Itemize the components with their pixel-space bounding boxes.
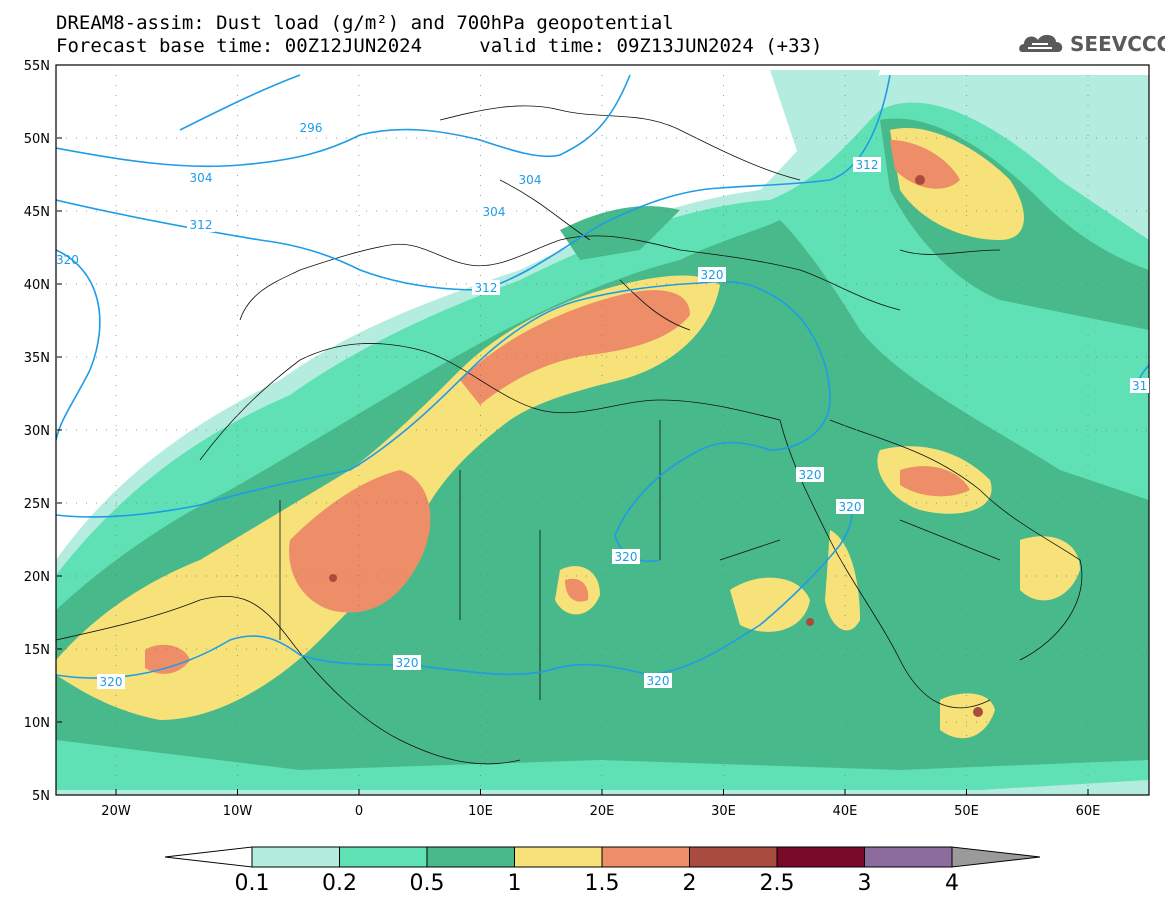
colorbar-swatch bbox=[426, 846, 515, 868]
latitude-label: 15N bbox=[24, 643, 50, 658]
contour-label: 320 bbox=[799, 468, 822, 482]
colorbar-min-arrow bbox=[164, 846, 253, 868]
latitude-label: 10N bbox=[24, 716, 50, 731]
contour-label: 304 bbox=[483, 205, 506, 219]
latitude-label: 50N bbox=[24, 132, 50, 147]
map-subtitle: Forecast base time: 00Z12JUN2024 valid t… bbox=[56, 35, 822, 57]
colorbar-swatch bbox=[776, 846, 865, 868]
contour-label: 320 bbox=[839, 500, 862, 514]
contour-label: 320 bbox=[615, 550, 638, 564]
contour-label: 320 bbox=[56, 253, 79, 267]
colorbar-swatch bbox=[339, 846, 428, 868]
colorbar-max-arrow bbox=[951, 846, 1041, 868]
map-title: DREAM8-assim: Dust load (g/m²) and 700hP… bbox=[56, 12, 674, 34]
latitude-labels: 55N 50N 45N 40N 35N 30N 25N 20N 15N 10N 5N bbox=[24, 59, 50, 804]
longitude-label: 60E bbox=[1076, 804, 1101, 819]
colorbar-swatch bbox=[514, 846, 603, 868]
colorbar-label: 1 bbox=[507, 871, 522, 896]
colorbar-swatch bbox=[864, 846, 953, 868]
latitude-label: 5N bbox=[32, 789, 50, 804]
contour-label: 312 bbox=[475, 281, 498, 295]
contour-label: 320 bbox=[396, 656, 419, 670]
colorbar-label: 3 bbox=[857, 871, 872, 896]
map-grid bbox=[56, 64, 1149, 796]
latitude-label: 40N bbox=[24, 278, 50, 293]
longitude-label: 50E bbox=[954, 804, 979, 819]
longitude-label: 20E bbox=[590, 804, 615, 819]
latitude-label: 45N bbox=[24, 205, 50, 220]
valid-time: valid time: 09Z13JUN2024 (+33) bbox=[479, 35, 823, 57]
colorbar-label: 0.5 bbox=[409, 871, 445, 896]
latitude-label: 55N bbox=[24, 59, 50, 74]
colorbar-label: 2 bbox=[682, 871, 697, 896]
longitude-label: 0 bbox=[355, 804, 363, 819]
longitude-label: 20W bbox=[101, 804, 131, 819]
longitude-label: 40E bbox=[833, 804, 858, 819]
longitude-label: 30E bbox=[711, 804, 736, 819]
longitude-label: 10E bbox=[468, 804, 493, 819]
colorbar-label: 1.5 bbox=[584, 871, 620, 896]
contour-label: 304 bbox=[519, 173, 542, 187]
longitude-label: 10W bbox=[223, 804, 253, 819]
latitude-label: 25N bbox=[24, 497, 50, 512]
latitude-label: 20N bbox=[24, 570, 50, 585]
contour-label: 312 bbox=[856, 158, 879, 172]
logo-text: SEEVCCC bbox=[1070, 32, 1165, 56]
latitude-label: 35N bbox=[24, 351, 50, 366]
colorbar-swatch bbox=[251, 846, 340, 868]
base-time: Forecast base time: 00Z12JUN2024 bbox=[56, 35, 423, 57]
colorbar-label: 0.2 bbox=[322, 871, 357, 896]
colorbar bbox=[164, 846, 1041, 868]
colorbar-swatch bbox=[601, 846, 690, 868]
contour-label: 312 bbox=[190, 218, 213, 232]
contour-label: 320 bbox=[647, 674, 670, 688]
latitude-label: 30N bbox=[24, 424, 50, 439]
colorbar-label: 0.1 bbox=[234, 871, 270, 896]
contour-label: 304 bbox=[190, 171, 213, 185]
colorbar-swatch bbox=[689, 846, 778, 868]
longitude-labels: 20W 10W 0 10E 20E 30E 40E 50E 60E bbox=[101, 804, 1100, 819]
colorbar-label: 4 bbox=[945, 871, 959, 896]
contour-labels: 296 304 304 304 312 312 312 320 320 320 … bbox=[56, 120, 1149, 689]
contour-label: 320 bbox=[100, 675, 123, 689]
contour-label: 296 bbox=[300, 121, 323, 135]
contour-label: 31 bbox=[1132, 379, 1147, 393]
cloud-logo-icon bbox=[1019, 34, 1063, 52]
colorbar-label: 2.5 bbox=[759, 871, 795, 896]
contour-label: 320 bbox=[701, 268, 724, 282]
